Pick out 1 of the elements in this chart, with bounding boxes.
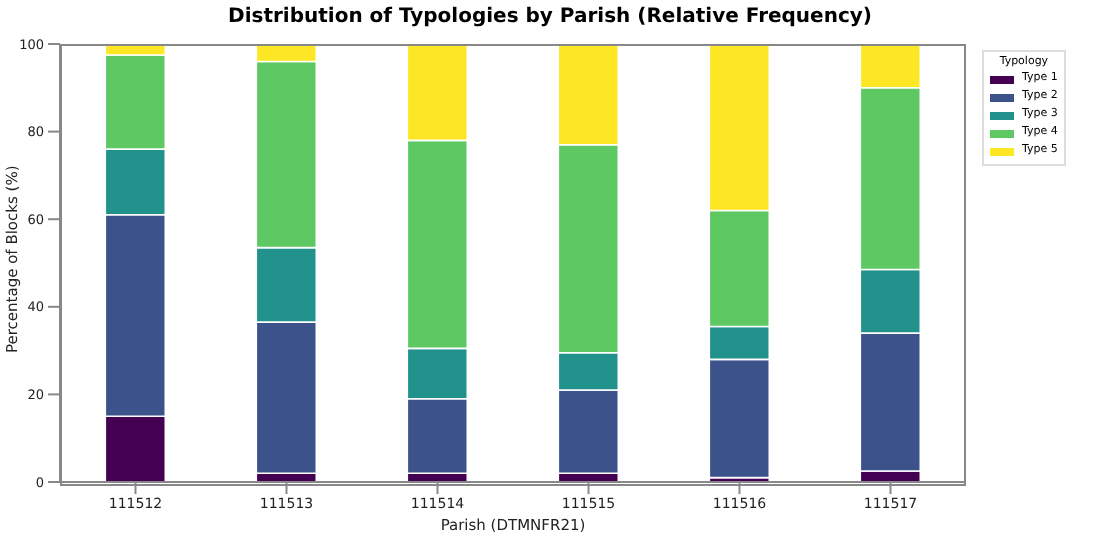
- chart-title: Distribution of Typologies by Parish (Relative Frequency): [226, 6, 874, 28]
